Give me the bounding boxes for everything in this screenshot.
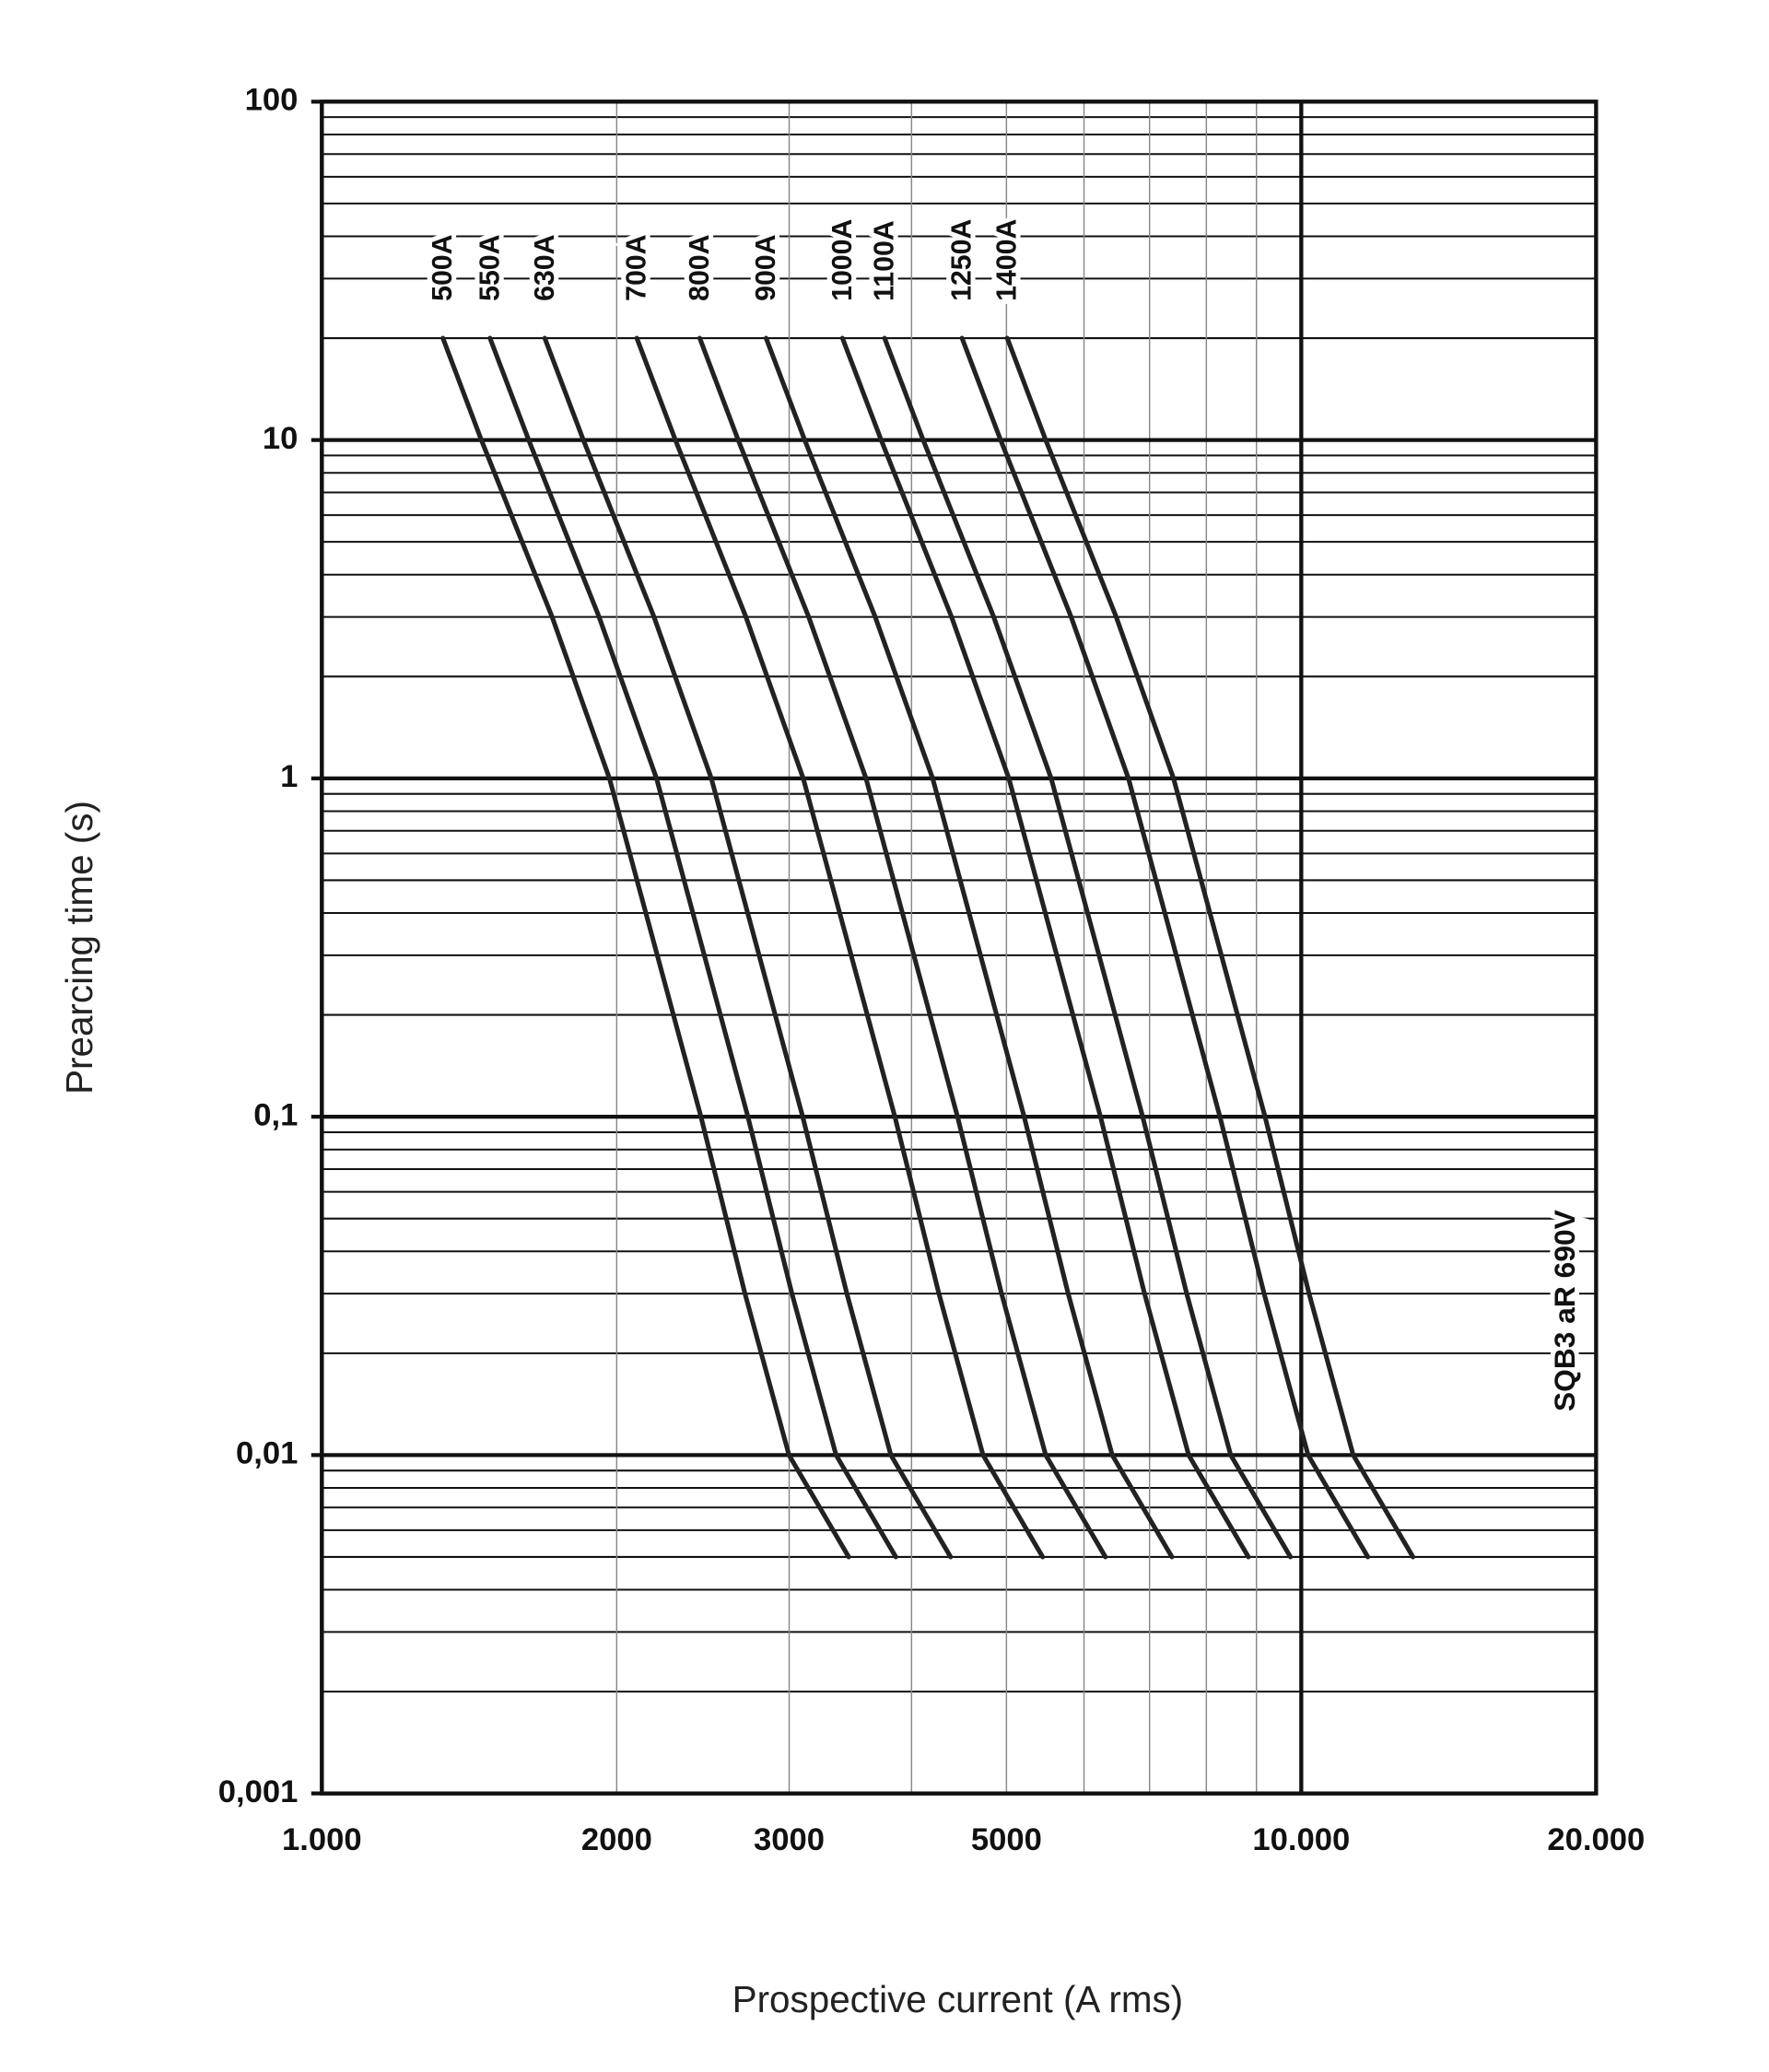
y-tick-label: 0,1 bbox=[253, 1097, 298, 1132]
y-tick-label: 0,01 bbox=[236, 1436, 298, 1471]
curve bbox=[542, 335, 954, 1560]
curve-label: 800A bbox=[685, 234, 715, 301]
x-tick-label: 20.000 bbox=[1547, 1822, 1645, 1857]
curve-label: 630A bbox=[530, 234, 560, 301]
curve bbox=[440, 335, 851, 1560]
curve bbox=[634, 335, 1046, 1560]
x-tick-label: 10.000 bbox=[1252, 1822, 1350, 1857]
curve bbox=[1004, 335, 1416, 1560]
x-tick-label: 1.000 bbox=[282, 1822, 362, 1857]
x-tick-label: 5000 bbox=[971, 1822, 1042, 1857]
curve-label: 1000A bbox=[827, 219, 858, 301]
x-axis-label: Prospective current (A rms) bbox=[732, 1978, 1184, 2020]
curve-label: 700A bbox=[622, 234, 652, 301]
curve-label: 550A bbox=[474, 234, 505, 301]
curve bbox=[959, 335, 1371, 1560]
plot-frame bbox=[320, 100, 1599, 1796]
y-tick-label: 10 bbox=[263, 421, 299, 456]
curve bbox=[697, 335, 1108, 1560]
curve-label: 900A bbox=[751, 234, 781, 301]
curve bbox=[839, 335, 1251, 1560]
curve bbox=[487, 335, 898, 1560]
annotation: SQB3 aR 690V bbox=[1548, 1210, 1581, 1411]
y-tick-label: 100 bbox=[245, 83, 299, 118]
y-axis-label: Prearcing time (s) bbox=[58, 801, 100, 1095]
y-tick-label: 0,001 bbox=[218, 1774, 299, 1809]
curve-label: 500A bbox=[428, 234, 458, 301]
curve-label: 1250A bbox=[947, 219, 978, 301]
curve bbox=[882, 335, 1294, 1560]
curve bbox=[763, 335, 1175, 1560]
x-tick-label: 3000 bbox=[754, 1822, 825, 1857]
curve-label: 1100A bbox=[870, 220, 900, 301]
y-tick-label: 1 bbox=[280, 759, 298, 794]
x-tick-label: 2000 bbox=[581, 1822, 652, 1857]
curve-label: 1400A bbox=[992, 219, 1023, 301]
